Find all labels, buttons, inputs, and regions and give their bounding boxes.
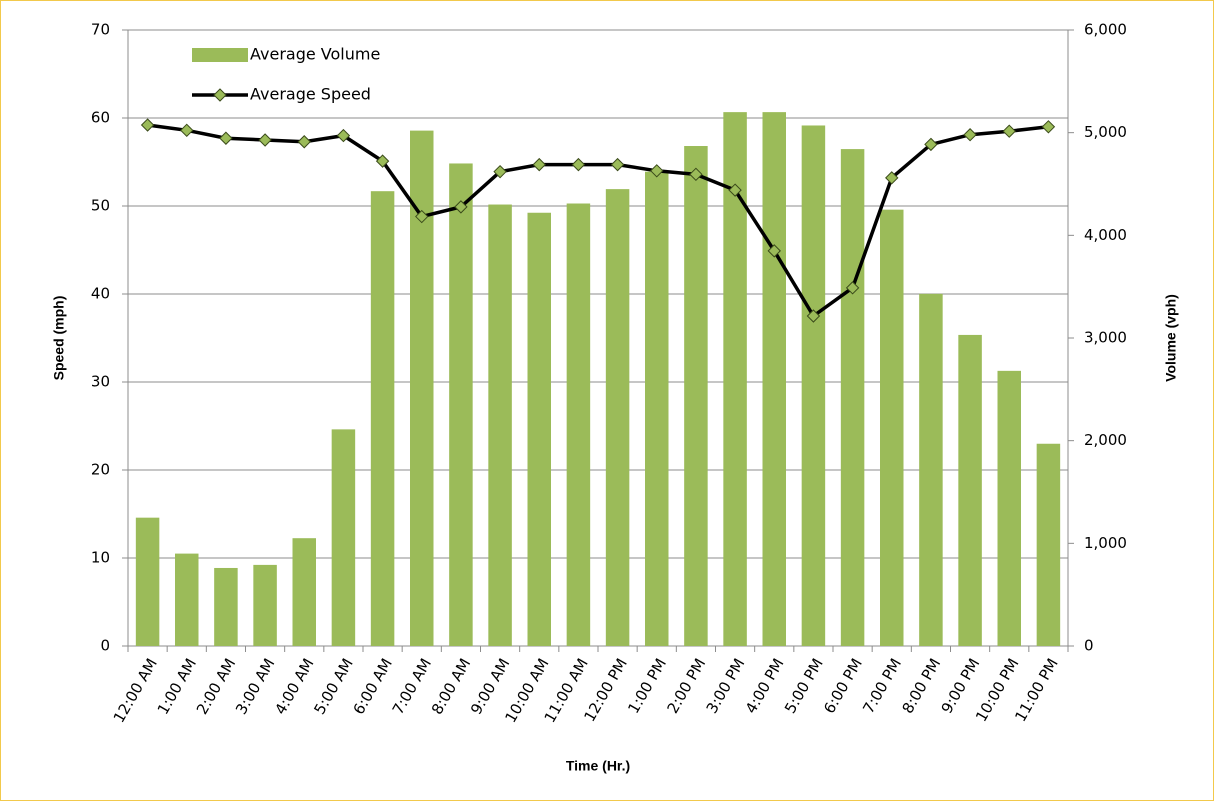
x-axis-title: Time (Hr.) [566, 758, 630, 774]
marker [375, 154, 390, 168]
legend-label: Average Volume [250, 45, 380, 64]
marker [689, 167, 703, 182]
bar [1036, 443, 1061, 646]
bar [997, 370, 1021, 646]
marker [924, 137, 938, 152]
marker [336, 128, 351, 143]
marker [650, 164, 664, 178]
y2-tick-label: 1,000 [1084, 534, 1127, 552]
marker [219, 131, 233, 145]
y-axis-title: Speed (mph) [51, 296, 67, 381]
bar [175, 553, 199, 646]
legend-swatch [192, 48, 248, 62]
bar [135, 517, 160, 646]
y-tick-label: 0 [100, 637, 110, 655]
bar [527, 212, 551, 646]
marker [297, 135, 311, 149]
bar [253, 564, 277, 646]
bar [958, 334, 982, 646]
marker [493, 164, 507, 179]
marker [532, 157, 546, 172]
marker [610, 157, 625, 172]
y-tick-label: 30 [91, 373, 110, 391]
bar [880, 209, 904, 646]
y2-tick-label: 3,000 [1084, 329, 1127, 347]
marker [180, 123, 194, 138]
marker [885, 171, 899, 185]
y2-tick-label: 4,000 [1084, 226, 1127, 244]
marker [1041, 120, 1056, 134]
marker [415, 209, 429, 224]
marker [258, 133, 272, 147]
bar [919, 293, 943, 646]
bar [840, 149, 865, 647]
legend-marker [213, 88, 227, 102]
y-tick-label: 20 [91, 461, 110, 479]
bar [449, 163, 473, 646]
bar [723, 112, 747, 647]
marker [963, 128, 977, 142]
bar [762, 112, 786, 647]
marker [571, 157, 586, 172]
y-tick-label: 50 [91, 197, 110, 215]
marker [845, 281, 860, 295]
bar [566, 203, 591, 647]
bar [410, 130, 434, 646]
bar [801, 125, 826, 647]
bar [370, 191, 395, 647]
marker [728, 183, 742, 197]
bar [331, 429, 356, 646]
y-tick-label: 70 [91, 21, 110, 39]
legend-label: Average Speed [250, 85, 371, 104]
marker [806, 309, 821, 323]
y-tick-label: 10 [91, 549, 110, 567]
bar [605, 189, 630, 646]
bar [684, 146, 708, 646]
y2-tick-label: 6,000 [1084, 21, 1127, 39]
marker [1002, 124, 1016, 138]
marker [140, 118, 155, 132]
y2-axis-title: Volume (vph) [1163, 294, 1179, 382]
marker [767, 244, 781, 258]
bar [488, 204, 512, 647]
y2-tick-label: 2,000 [1084, 431, 1127, 449]
bar [645, 171, 669, 646]
y-tick-label: 40 [91, 285, 110, 303]
y2-tick-label: 0 [1084, 637, 1094, 655]
bar [214, 567, 238, 646]
marker [454, 200, 468, 214]
bar [292, 538, 316, 646]
y-tick-label: 60 [91, 109, 110, 127]
line [147, 123, 1049, 318]
y2-tick-label: 5,000 [1084, 123, 1127, 141]
